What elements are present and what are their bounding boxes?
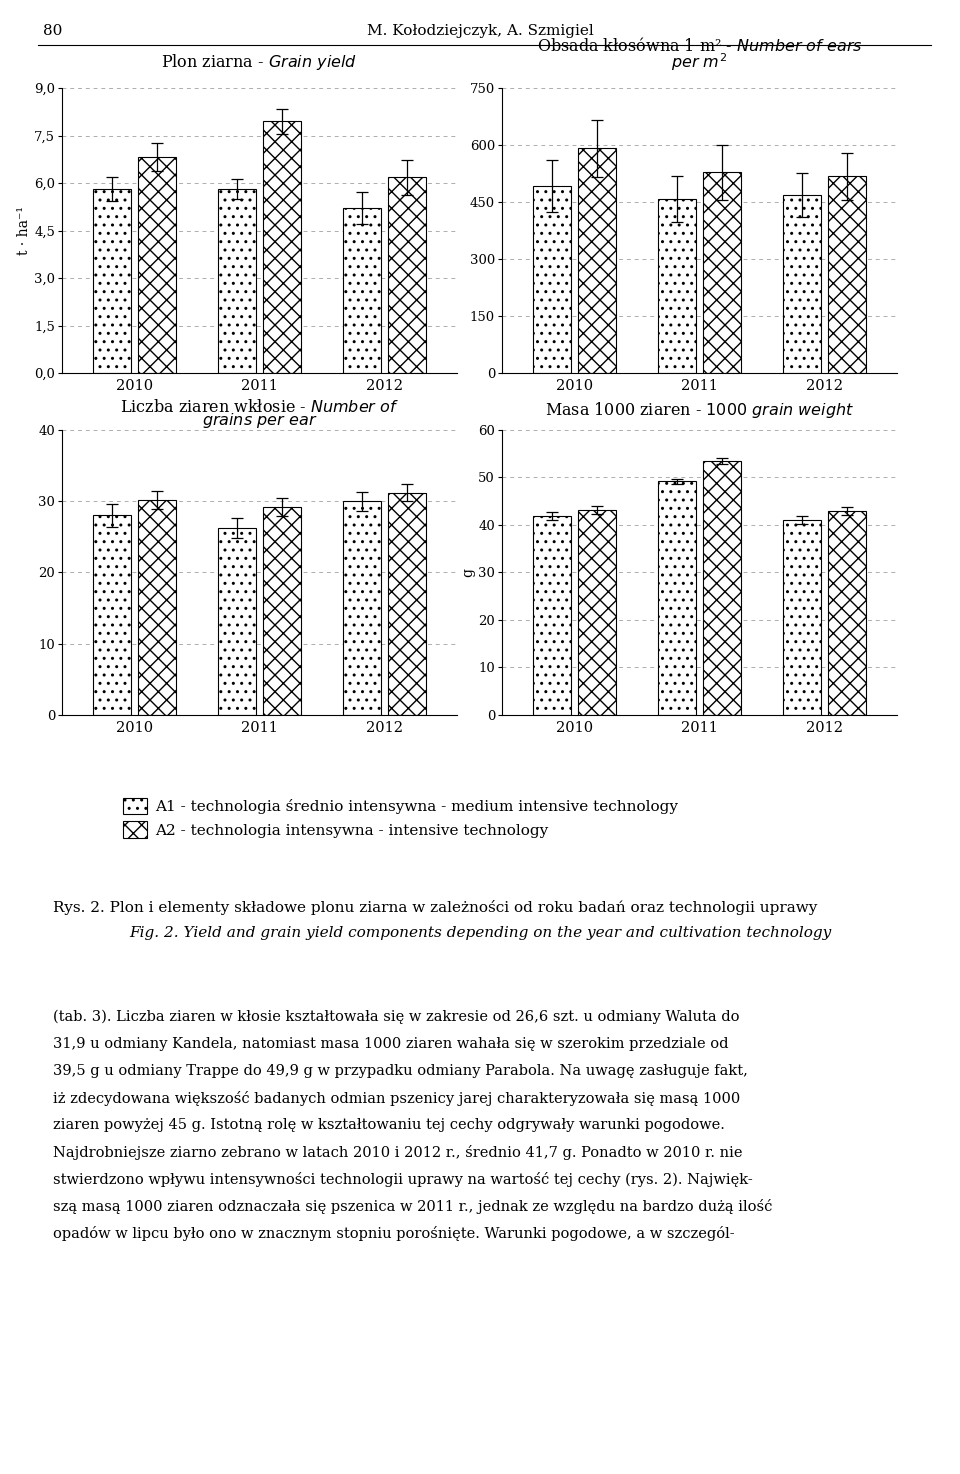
Text: Plon ziarna - $\it{Grain\ yield}$: Plon ziarna - $\it{Grain\ yield}$ xyxy=(161,52,357,72)
Legend: A1 - technologia średnio intensywna - medium intensive technology, A2 - technolo: A1 - technologia średnio intensywna - me… xyxy=(123,797,678,837)
Text: 31,9 u odmiany Kandela, natomiast masa 1000 ziaren wahała się w szerokim przedzi: 31,9 u odmiany Kandela, natomiast masa 1… xyxy=(53,1038,729,1051)
Bar xyxy=(93,189,131,373)
Text: iż zdecydowana większość badanych odmian pszenicy jarej charakteryzowała się mas: iż zdecydowana większość badanych odmian… xyxy=(53,1091,740,1106)
Bar xyxy=(704,461,741,715)
Bar xyxy=(828,511,866,715)
Text: $\it{grains\ per\ ear}$: $\it{grains\ per\ ear}$ xyxy=(202,411,317,430)
Text: Obsada kłosówna 1 m² - $\it{Number\ of\ ears}$: Obsada kłosówna 1 m² - $\it{Number\ of\ … xyxy=(537,37,862,55)
Bar xyxy=(93,516,131,715)
Bar xyxy=(218,528,255,715)
Bar xyxy=(578,147,615,373)
Bar xyxy=(533,186,571,373)
Bar xyxy=(533,516,571,715)
Bar xyxy=(783,520,821,715)
Bar xyxy=(388,177,425,373)
Text: opadów w lipcu było ono w znacznym stopniu porośnięte. Warunki pogodowe, a w szc: opadów w lipcu było ono w znacznym stopn… xyxy=(53,1226,734,1241)
Y-axis label: t · ha⁻¹: t · ha⁻¹ xyxy=(17,206,32,255)
Bar xyxy=(344,208,381,373)
Bar xyxy=(344,501,381,715)
Y-axis label: g: g xyxy=(462,567,475,576)
Bar xyxy=(263,507,300,715)
Bar xyxy=(138,500,176,715)
Text: Masa 1000 ziaren - $\it{1000\ grain\ weight}$: Masa 1000 ziaren - $\it{1000\ grain\ wei… xyxy=(545,399,854,420)
Text: (tab. 3). Liczba ziaren w kłosie kształtowała się w zakresie od 26,6 szt. u odmi: (tab. 3). Liczba ziaren w kłosie kształt… xyxy=(53,1010,739,1024)
Text: Fig. 2. Yield and grain yield components depending on the year and cultivation t: Fig. 2. Yield and grain yield components… xyxy=(129,926,831,940)
Bar xyxy=(388,492,425,715)
Text: Rys. 2. Plon i elementy składowe plonu ziarna w zależności od roku badań oraz te: Rys. 2. Plon i elementy składowe plonu z… xyxy=(53,901,817,915)
Text: M. Kołodziejczyk, A. Szmigiel: M. Kołodziejczyk, A. Szmigiel xyxy=(367,24,593,38)
Bar xyxy=(704,172,741,373)
Text: 39,5 g u odmiany Trappe do 49,9 g w przypadku odmiany Parabola. Na uwagę zasługu: 39,5 g u odmiany Trappe do 49,9 g w przy… xyxy=(53,1064,748,1077)
Bar xyxy=(138,158,176,373)
Text: ziaren powyżej 45 g. Istotną rolę w kształtowaniu tej cechy odgrywały warunki po: ziaren powyżej 45 g. Istotną rolę w kszt… xyxy=(53,1117,725,1132)
Bar xyxy=(783,195,821,373)
Text: stwierdzono wpływu intensywności technologii uprawy na wartość tej cechy (rys. 2: stwierdzono wpływu intensywności technol… xyxy=(53,1172,753,1187)
Text: $\it{per\ m^{2}}$: $\it{per\ m^{2}}$ xyxy=(671,52,728,74)
Bar xyxy=(828,177,866,373)
Text: Najdrobniejsze ziarno zebrano w latach 2010 i 2012 r., średnio 41,7 g. Ponadto w: Najdrobniejsze ziarno zebrano w latach 2… xyxy=(53,1145,742,1160)
Bar xyxy=(578,510,615,715)
Bar xyxy=(218,189,255,373)
Text: szą masą 1000 ziaren odznaczała się pszenica w 2011 r., jednak ze względu na bar: szą masą 1000 ziaren odznaczała się psze… xyxy=(53,1198,772,1215)
Text: 80: 80 xyxy=(43,24,62,38)
Bar xyxy=(659,199,696,373)
Text: Liczba ziaren wkłosie - $\it{Number\ of}$: Liczba ziaren wkłosie - $\it{Number\ of}… xyxy=(120,399,399,416)
Bar xyxy=(263,121,300,373)
Bar xyxy=(659,482,696,715)
